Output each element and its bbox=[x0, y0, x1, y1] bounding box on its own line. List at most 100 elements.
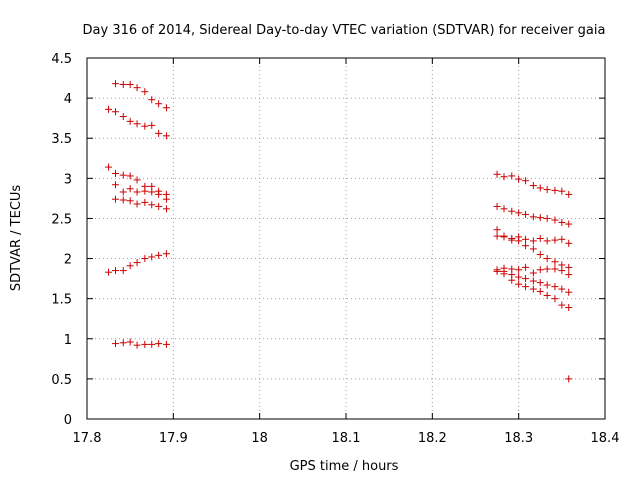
data-point bbox=[141, 187, 149, 195]
data-point bbox=[551, 236, 559, 244]
data-point bbox=[543, 186, 551, 194]
data-point bbox=[522, 242, 530, 250]
data-point bbox=[119, 113, 127, 121]
data-point bbox=[133, 259, 141, 267]
series-track-c bbox=[105, 163, 170, 198]
data-point bbox=[162, 195, 170, 203]
data-point bbox=[551, 186, 559, 194]
data-point bbox=[536, 266, 544, 274]
data-point bbox=[551, 258, 559, 266]
data-point bbox=[148, 188, 156, 196]
data-point bbox=[141, 340, 149, 348]
y-tick-label: 2.5 bbox=[51, 212, 72, 227]
y-tick-label: 2 bbox=[64, 253, 72, 268]
data-point bbox=[543, 214, 551, 222]
data-point bbox=[565, 375, 573, 383]
data-point bbox=[551, 295, 559, 303]
x-tick-label: 17.9 bbox=[159, 431, 188, 446]
data-point bbox=[529, 245, 537, 253]
data-point bbox=[148, 121, 156, 129]
data-point bbox=[133, 84, 141, 92]
x-tick-label: 18.3 bbox=[504, 431, 533, 446]
data-point bbox=[565, 220, 573, 228]
data-point bbox=[508, 236, 516, 244]
data-point bbox=[119, 80, 127, 88]
series-track-e bbox=[111, 195, 170, 213]
y-tick-label: 1 bbox=[64, 333, 72, 348]
data-point bbox=[543, 265, 551, 273]
data-point bbox=[126, 117, 134, 125]
x-tick-label: 18 bbox=[251, 431, 268, 446]
data-point bbox=[105, 163, 113, 171]
data-point bbox=[141, 88, 149, 96]
data-point bbox=[543, 237, 551, 245]
data-point bbox=[133, 120, 141, 128]
data-point bbox=[558, 301, 566, 309]
y-tick-label: 3 bbox=[64, 172, 72, 187]
data-point bbox=[500, 205, 508, 213]
data-point bbox=[126, 172, 134, 180]
data-point bbox=[551, 283, 559, 291]
series-track-n bbox=[500, 267, 573, 311]
series-track-f bbox=[105, 250, 170, 276]
data-point bbox=[155, 202, 163, 210]
data-point bbox=[536, 287, 544, 295]
data-point bbox=[493, 226, 501, 234]
data-point bbox=[162, 340, 170, 348]
data-point bbox=[522, 177, 530, 185]
data-point bbox=[105, 105, 113, 113]
data-point bbox=[565, 239, 573, 247]
data-point bbox=[111, 267, 119, 275]
data-point bbox=[522, 210, 530, 218]
series-track-g bbox=[111, 338, 170, 349]
data-point bbox=[529, 237, 537, 245]
y-tick-label: 3.5 bbox=[51, 132, 72, 147]
data-point bbox=[119, 339, 127, 347]
data-point bbox=[111, 195, 119, 203]
data-point bbox=[111, 80, 119, 88]
y-tick-label: 0.5 bbox=[51, 373, 72, 388]
data-point bbox=[493, 202, 501, 210]
data-point bbox=[155, 100, 163, 108]
y-tick-label: 0 bbox=[64, 413, 72, 428]
data-point bbox=[119, 188, 127, 196]
data-point bbox=[126, 338, 134, 346]
series-track-a bbox=[111, 80, 170, 112]
x-tick-label: 18.2 bbox=[418, 431, 447, 446]
data-point bbox=[565, 190, 573, 198]
data-point bbox=[522, 235, 530, 243]
tick-labels: 17.8 17.9 18 18.1 18.2 18.3 18.4 0 0.5 1 1.5 2 2.5 3 3… bbox=[51, 52, 619, 446]
data-point bbox=[508, 207, 516, 215]
data-point bbox=[543, 281, 551, 289]
data-point bbox=[493, 232, 501, 240]
data-point bbox=[515, 175, 523, 183]
data-point bbox=[111, 340, 119, 348]
data-point bbox=[522, 275, 530, 283]
data-point bbox=[508, 172, 516, 180]
x-tick-label: 18.4 bbox=[591, 431, 620, 446]
x-tick-label: 17.8 bbox=[73, 431, 102, 446]
data-point bbox=[141, 122, 149, 130]
data-point bbox=[126, 262, 134, 270]
data-point bbox=[155, 340, 163, 348]
data-point bbox=[155, 190, 163, 198]
data-point bbox=[558, 267, 566, 275]
data-point bbox=[162, 205, 170, 213]
data-point bbox=[493, 170, 501, 178]
data-point bbox=[529, 182, 537, 190]
y-tick-label: 4 bbox=[64, 92, 72, 107]
x-tick-label: 18.1 bbox=[332, 431, 361, 446]
data-point bbox=[133, 200, 141, 208]
data-point bbox=[148, 340, 156, 348]
data-point bbox=[565, 271, 573, 279]
data-point bbox=[111, 181, 119, 189]
data-point bbox=[565, 263, 573, 271]
data-point bbox=[155, 251, 163, 259]
data-point bbox=[522, 263, 530, 271]
data-point bbox=[515, 209, 523, 217]
data-point bbox=[529, 277, 537, 285]
data-point bbox=[536, 279, 544, 287]
data-point bbox=[551, 216, 559, 224]
data-point bbox=[111, 108, 119, 116]
